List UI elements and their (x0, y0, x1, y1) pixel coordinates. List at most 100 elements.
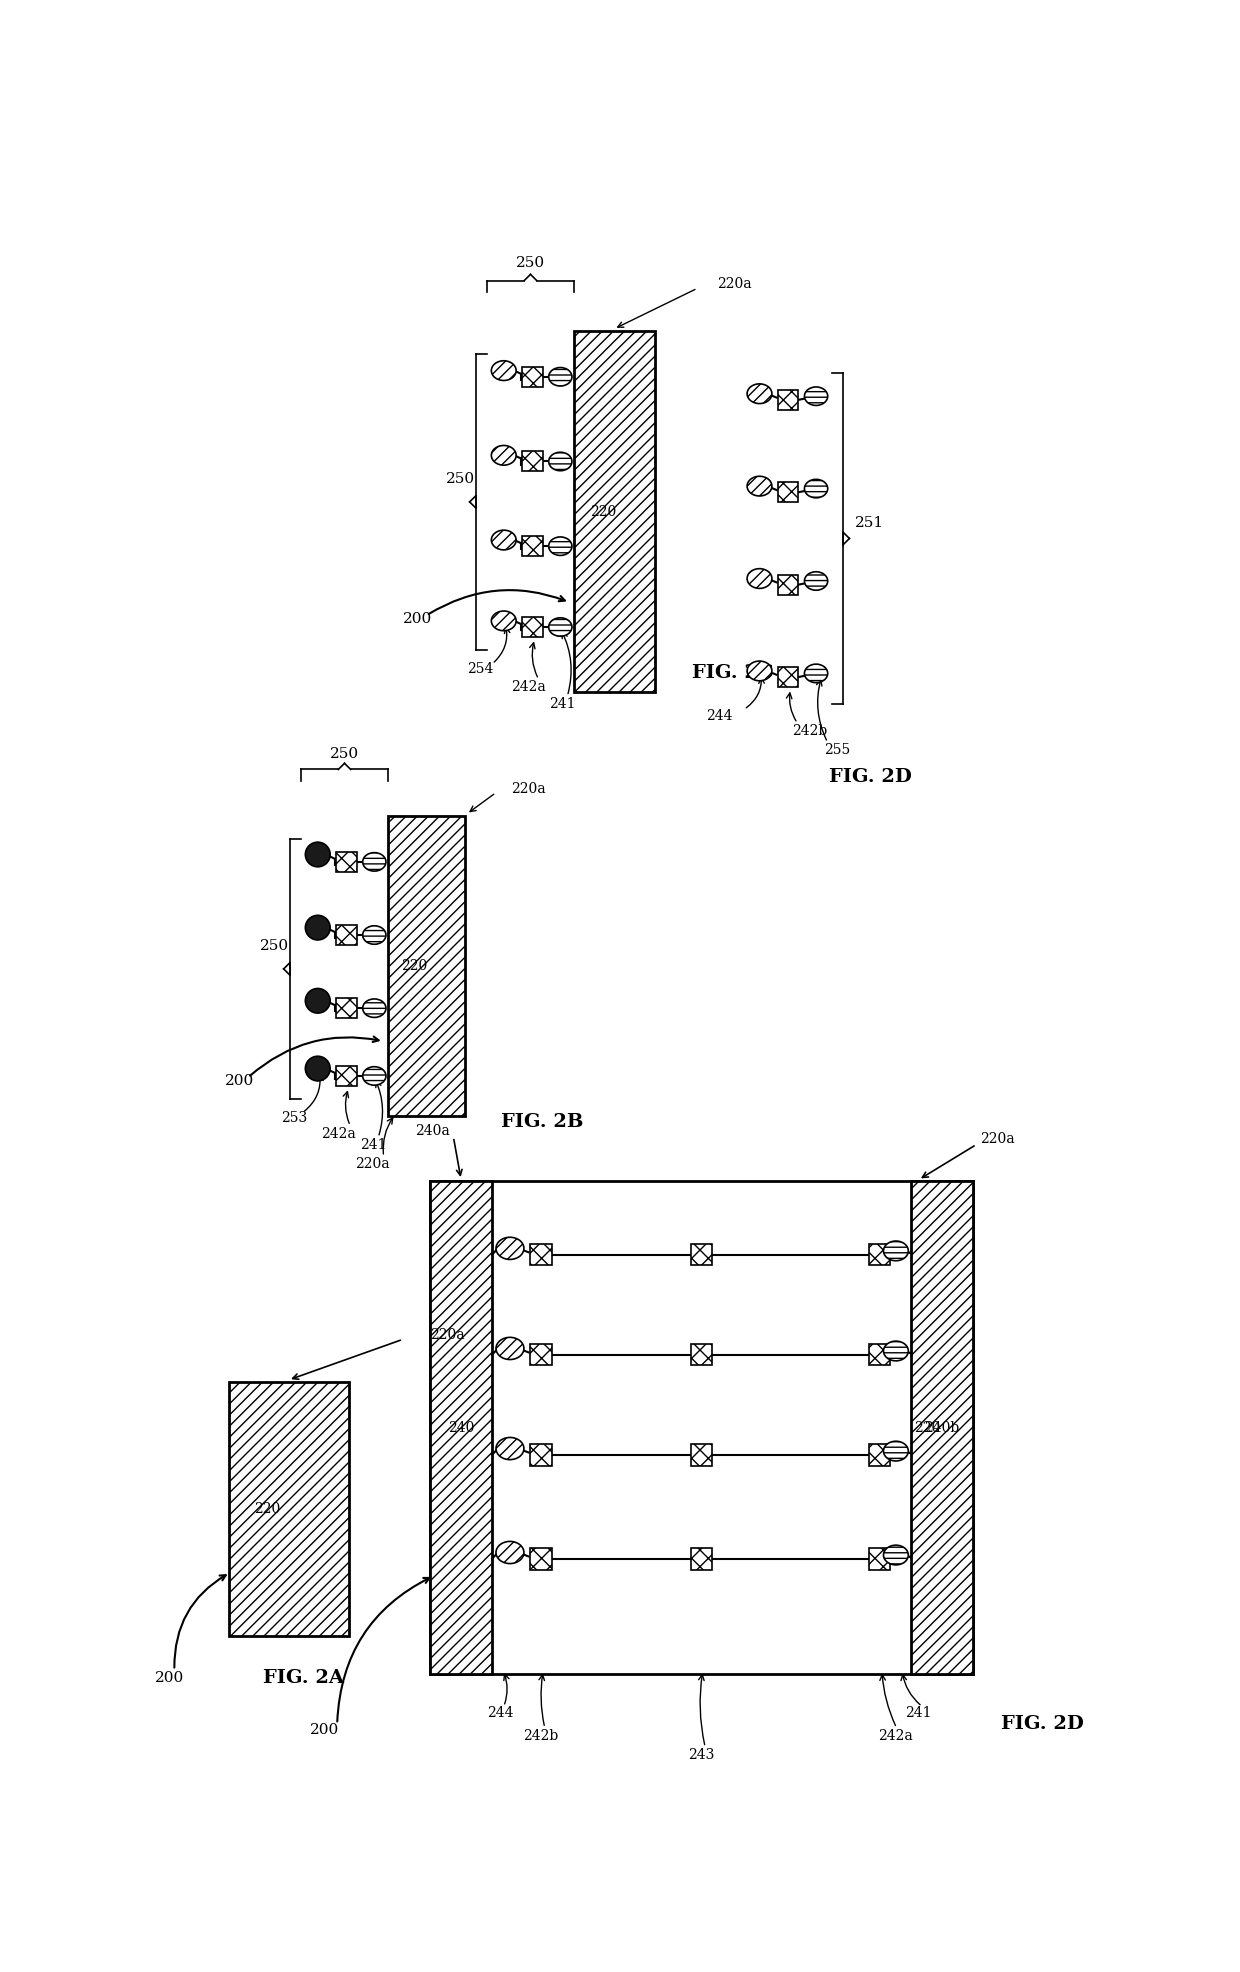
Bar (869, 1244, 890, 1266)
Text: 241: 241 (548, 696, 575, 712)
Bar (387, 816, 465, 1116)
Text: 220a: 220a (981, 1132, 1016, 1146)
Text: 243: 243 (688, 1747, 714, 1763)
Ellipse shape (883, 1442, 908, 1461)
Text: 242a: 242a (321, 1126, 356, 1140)
Circle shape (305, 915, 330, 941)
Ellipse shape (746, 477, 771, 497)
Ellipse shape (496, 1542, 523, 1564)
Ellipse shape (549, 536, 572, 556)
Text: 250: 250 (330, 747, 358, 761)
Text: 240: 240 (448, 1422, 475, 1436)
Ellipse shape (549, 367, 572, 387)
Text: 220a: 220a (717, 278, 751, 292)
Bar (869, 1343, 890, 1365)
Text: 244: 244 (486, 1706, 513, 1720)
Ellipse shape (805, 572, 828, 590)
Bar (779, 667, 799, 686)
Bar (522, 617, 543, 637)
Text: 220a: 220a (355, 1158, 389, 1171)
Text: 240a: 240a (414, 1124, 449, 1138)
Bar (691, 1444, 712, 1465)
Ellipse shape (363, 1067, 386, 1085)
Text: 200: 200 (155, 1670, 185, 1686)
Bar (336, 1067, 357, 1087)
Text: 220: 220 (254, 1503, 280, 1516)
Text: FIG. 2B: FIG. 2B (501, 1112, 584, 1132)
Text: 250: 250 (446, 471, 475, 487)
Bar (430, 1181, 492, 1674)
Text: 242a: 242a (511, 680, 546, 694)
Ellipse shape (363, 852, 386, 872)
Ellipse shape (805, 479, 828, 497)
Text: 241: 241 (905, 1706, 931, 1720)
Text: 255: 255 (823, 743, 851, 757)
Ellipse shape (883, 1341, 908, 1361)
Ellipse shape (746, 385, 771, 404)
Text: FIG. 2A: FIG. 2A (263, 1668, 345, 1688)
Ellipse shape (805, 387, 828, 406)
Text: 220a: 220a (511, 781, 546, 797)
Ellipse shape (496, 1438, 523, 1459)
Ellipse shape (496, 1236, 523, 1260)
Ellipse shape (805, 665, 828, 682)
Ellipse shape (491, 446, 516, 465)
Bar (531, 1444, 552, 1465)
Bar (869, 1444, 890, 1465)
Ellipse shape (491, 530, 516, 550)
Bar (691, 1548, 712, 1570)
Circle shape (305, 842, 330, 868)
Ellipse shape (549, 617, 572, 637)
Bar (522, 536, 543, 556)
Bar (531, 1244, 552, 1266)
Ellipse shape (549, 452, 572, 471)
Text: 251: 251 (854, 517, 884, 530)
Ellipse shape (883, 1546, 908, 1566)
Ellipse shape (746, 568, 771, 588)
Bar (531, 1548, 552, 1570)
Text: FIG. 2D: FIG. 2D (1001, 1716, 1084, 1733)
Text: 220: 220 (590, 505, 616, 519)
Bar (691, 1244, 712, 1266)
Bar (228, 1382, 348, 1635)
Text: 242a: 242a (878, 1729, 913, 1743)
Text: FIG. 2D: FIG. 2D (828, 769, 911, 787)
Bar (531, 1343, 552, 1365)
Text: 242b: 242b (523, 1729, 558, 1743)
Ellipse shape (746, 661, 771, 680)
Bar (779, 483, 799, 503)
Text: 220a: 220a (430, 1329, 465, 1343)
Text: 253: 253 (281, 1112, 308, 1126)
Bar (522, 367, 543, 387)
Text: 200: 200 (403, 613, 433, 627)
Bar (430, 1181, 972, 1674)
Bar (691, 1343, 712, 1365)
Ellipse shape (491, 361, 516, 381)
Bar (336, 852, 357, 872)
Ellipse shape (496, 1337, 523, 1359)
Bar (573, 331, 655, 692)
Text: 200: 200 (224, 1075, 254, 1089)
Text: 220: 220 (915, 1422, 941, 1436)
Bar (779, 390, 799, 410)
Text: 250: 250 (260, 939, 289, 952)
Circle shape (305, 988, 330, 1014)
Circle shape (305, 1057, 330, 1081)
Text: FIG. 2C: FIG. 2C (692, 665, 773, 682)
Ellipse shape (363, 1000, 386, 1018)
Bar (336, 998, 357, 1018)
Ellipse shape (883, 1240, 908, 1260)
Text: 254: 254 (467, 663, 494, 676)
Bar (869, 1548, 890, 1570)
Bar (336, 925, 357, 945)
Text: 240b: 240b (924, 1422, 960, 1436)
Ellipse shape (363, 925, 386, 945)
Text: 242b: 242b (792, 724, 827, 738)
Text: 200: 200 (310, 1724, 340, 1737)
Text: 244: 244 (706, 708, 733, 722)
Ellipse shape (491, 611, 516, 631)
Bar (910, 1181, 972, 1674)
Bar (522, 452, 543, 471)
Text: 250: 250 (516, 256, 544, 270)
Text: 220: 220 (402, 958, 428, 972)
